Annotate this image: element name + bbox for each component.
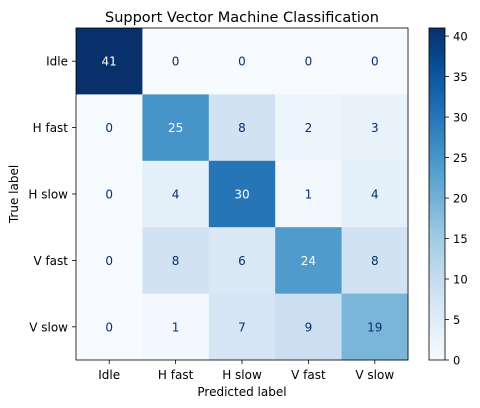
heatmap-cell: [142, 160, 210, 228]
y-tick-label: V fast: [33, 254, 68, 268]
cell-value-label: 41: [102, 55, 117, 69]
heatmap-cell: [208, 28, 276, 95]
heatmap-cell: [76, 227, 143, 295]
heatmap-cell: [76, 160, 143, 228]
colorbar-tick-label: 25: [453, 151, 468, 165]
cell-value-label: 3: [371, 121, 379, 135]
cell-value-label: 7: [238, 320, 246, 334]
cell-value-label: 19: [367, 320, 382, 334]
cell-value-label: 4: [371, 188, 379, 202]
heatmap-cell: [208, 160, 276, 228]
heatmap-cell: [275, 28, 343, 95]
colorbar-tick-label: 10: [453, 273, 468, 287]
cell-value-label: 9: [305, 320, 313, 334]
x-tick-label: H fast: [158, 368, 194, 382]
heatmap-cell: [208, 227, 276, 295]
colorbar-tick-label: 40: [453, 30, 468, 44]
colorbar-tick-label: 35: [453, 70, 468, 84]
cell-value-label: 0: [105, 320, 113, 334]
heatmap-cells: 41 0 0 0 00 25 8 2 30 4 30 1 40 8 6 24 80 1 7 9 19: [76, 28, 409, 361]
cell-value-label: 0: [371, 55, 379, 69]
heatmap-cell: [142, 28, 210, 95]
heatmap-cell: [275, 94, 343, 162]
cell-value-label: 4: [172, 188, 180, 202]
cell-value-label: 0: [172, 55, 180, 69]
y-tick-label: H fast: [33, 121, 69, 135]
heatmap-cell: [275, 293, 343, 361]
colorbar-tick-label: 15: [453, 232, 468, 246]
cell-value-label: 1: [305, 188, 313, 202]
heatmap-cell: [76, 293, 143, 361]
cell-value-label: 0: [105, 254, 113, 268]
heatmap-cell: [142, 293, 210, 361]
cell-value-label: 30: [234, 188, 249, 202]
x-axis-ticks: Idle H fast H slow V fast V slow: [98, 360, 394, 382]
x-tick-label: Idle: [98, 368, 120, 382]
colorbar-tick-label: 20: [453, 192, 468, 206]
y-tick-label: V slow: [29, 320, 68, 334]
heatmap-cell: [142, 94, 210, 162]
heatmap-cell: [341, 293, 409, 361]
heatmap-cell: [142, 227, 210, 295]
x-tick-label: V fast: [291, 368, 326, 382]
cell-value-label: 6: [238, 254, 246, 268]
heatmap-cell: [341, 160, 409, 228]
y-axis-label: True label: [7, 165, 21, 224]
cell-value-label: 0: [105, 188, 113, 202]
x-tick-label: V slow: [355, 368, 394, 382]
cell-value-label: 8: [172, 254, 180, 268]
heatmap-cell: [76, 94, 143, 162]
x-axis-label: Predicted label: [197, 385, 286, 399]
y-tick-label: H slow: [28, 188, 68, 202]
chart-title: Support Vector Machine Classification: [105, 10, 379, 26]
colorbar-tick-label: 0: [453, 354, 460, 368]
colorbar-tick-label: 30: [453, 111, 468, 125]
colorbar-tick-label: 5: [453, 313, 460, 327]
heatmap-cell: [341, 227, 409, 295]
cell-value-label: 25: [168, 121, 183, 135]
cell-value-label: 24: [301, 254, 316, 268]
cell-value-label: 0: [305, 55, 313, 69]
colorbar: [428, 27, 446, 361]
heatmap-cell: [275, 227, 343, 295]
heatmap-cell: [341, 28, 409, 95]
heatmap-cell: [208, 94, 276, 162]
heatmap-cell: [76, 28, 143, 95]
y-tick-label: Idle: [46, 55, 68, 69]
cell-value-label: 8: [371, 254, 379, 268]
colorbar-ticks: 0 5 10 15 20 25 30 35 40: [445, 30, 468, 368]
heatmap-cell: [275, 160, 343, 228]
heatmap-cell: [208, 293, 276, 361]
x-tick-label: H slow: [222, 368, 262, 382]
heatmap-cell: [341, 94, 409, 162]
cell-value-label: 8: [238, 121, 246, 135]
cell-value-label: 1: [172, 320, 180, 334]
y-axis-ticks: Idle H fast H slow V fast V slow: [28, 55, 76, 334]
cell-value-label: 2: [305, 121, 313, 135]
cell-value-label: 0: [238, 55, 246, 69]
cell-value-label: 0: [105, 121, 113, 135]
